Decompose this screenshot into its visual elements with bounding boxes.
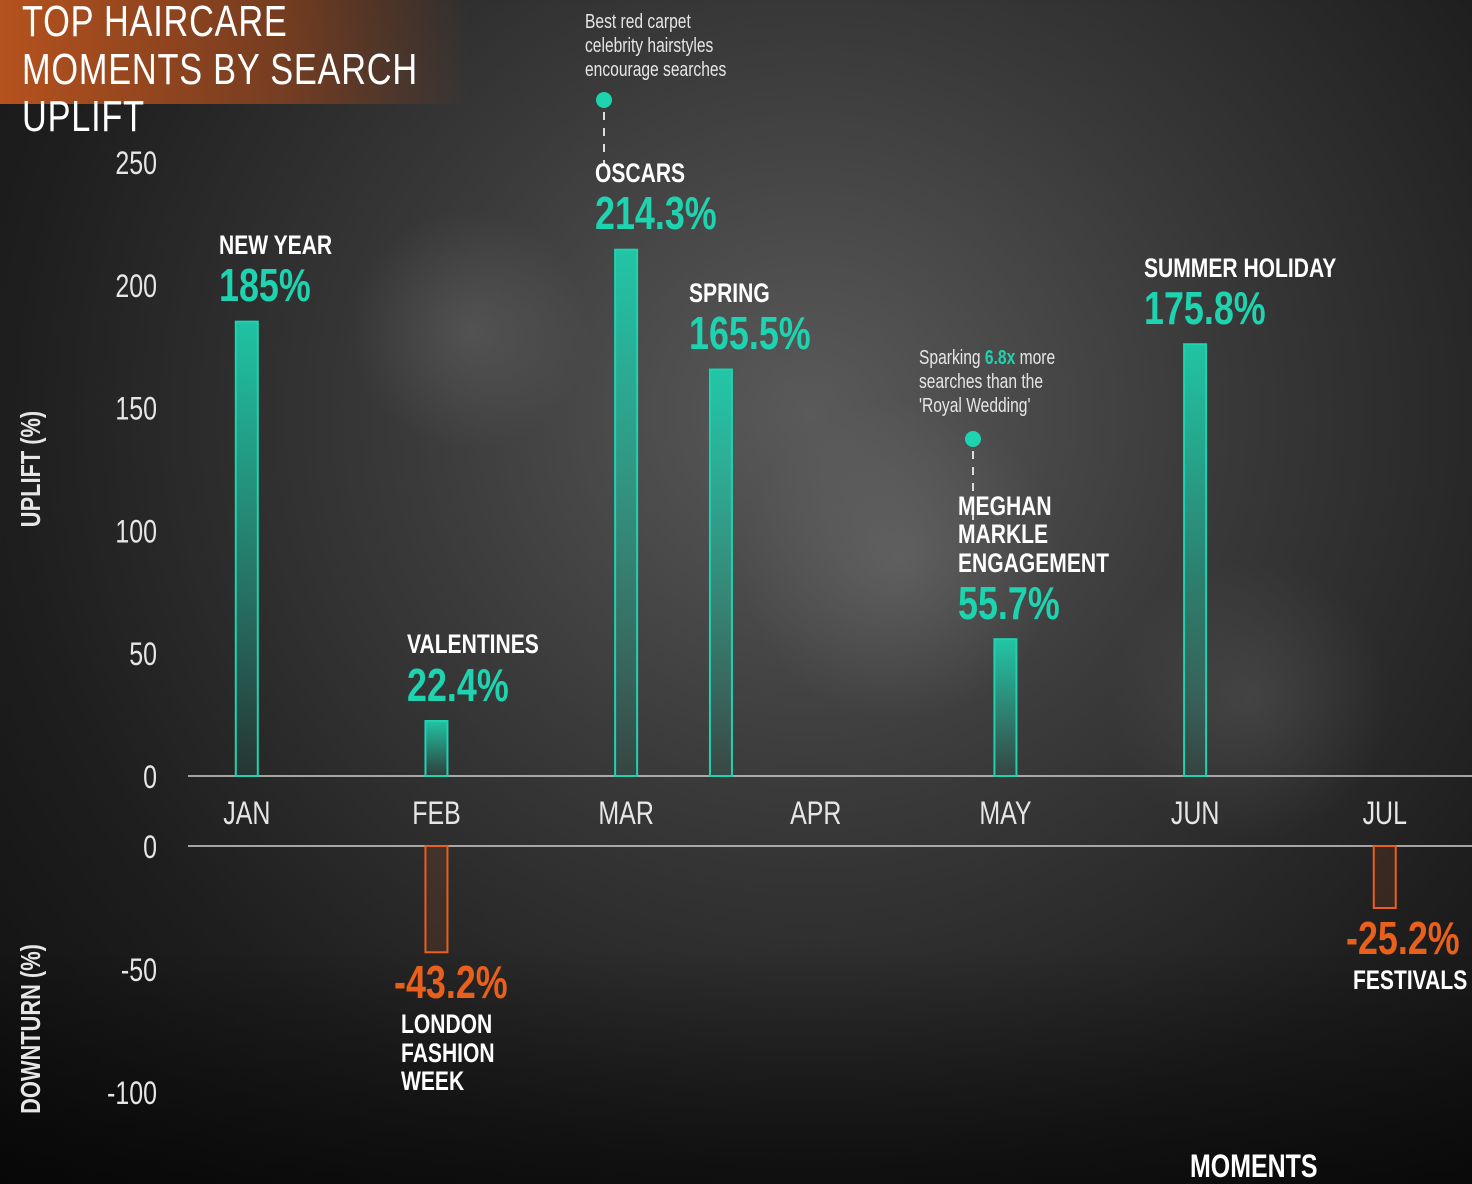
bar (994, 639, 1016, 776)
x-tick-label: APR (790, 796, 841, 832)
category-label: OSCARS (595, 159, 907, 187)
y-tick-label: 100 (115, 515, 157, 551)
annotation: Best red carpet celebrity hairstyles enc… (585, 10, 741, 82)
y-tick-label: 0 (143, 830, 157, 866)
category-label: NEW YEAR (219, 231, 531, 259)
category-label: LONDON FASHION WEEK (401, 1010, 448, 1095)
bar (710, 370, 732, 776)
x-tick-label: JUL (1363, 796, 1407, 832)
y-tick-label: 0 (143, 760, 157, 796)
value-label: 22.4% (407, 661, 719, 709)
category-label: SUMMER HOLIDAY (1144, 254, 1456, 282)
bar-label: VALENTINES 22.4% (407, 630, 807, 709)
y-tick-label: -100 (107, 1076, 157, 1112)
page: 0 50 100 150 200 250 UPLIFT (%) -100 -50 0 DOWNTUR… (0, 0, 1472, 1184)
x-tick-label: MAR (598, 796, 653, 832)
y-tick-label: -50 (121, 953, 157, 989)
category-label: VALENTINES (407, 630, 719, 658)
annotation: Sparking 6.8x more searches than the 'Ro… (919, 346, 1075, 418)
annotation-text: 6.8x (985, 347, 1015, 369)
value-label: -43.2% (394, 958, 508, 1006)
y-axis-title: DOWNTURN (%) (15, 944, 46, 1114)
x-tick-label: MAY (979, 796, 1031, 832)
category-label: SPRING (689, 279, 1001, 307)
annotation-text: Sparking (919, 347, 985, 369)
value-label: -25.2% (1346, 914, 1460, 962)
annotation-dot (596, 92, 612, 108)
bar (236, 322, 258, 776)
x-tick-label: JUN (1171, 796, 1220, 832)
y-tick-label: 250 (115, 146, 157, 182)
bar (425, 721, 447, 776)
bar (425, 846, 447, 952)
value-label: 175.8% (1144, 284, 1456, 332)
x-tick-label: FEB (412, 796, 461, 832)
y-tick-label: 150 (115, 392, 157, 428)
value-label: 214.3% (595, 189, 907, 237)
value-label: 185% (219, 261, 531, 309)
chart-title: TOP HAIRCARE MOMENTS BY SEARCH UPLIFT (22, 0, 459, 141)
x-tick-label: JAN (223, 796, 270, 832)
x-axis-title: MOMENTS (1190, 1150, 1318, 1184)
category-label: MEGHAN MARKLE ENGAGEMENT (958, 492, 1145, 577)
value-label: 55.7% (958, 579, 1145, 627)
annotation-dot (965, 431, 981, 447)
y-tick-label: 50 (129, 637, 157, 673)
annotation-text: Best red carpet celebrity hairstyles enc… (585, 11, 726, 81)
y-axis-title: UPLIFT (%) (15, 411, 46, 527)
bar (1374, 846, 1396, 908)
category-label: FESTIVALS (1353, 966, 1472, 994)
y-tick-label: 200 (115, 269, 157, 305)
